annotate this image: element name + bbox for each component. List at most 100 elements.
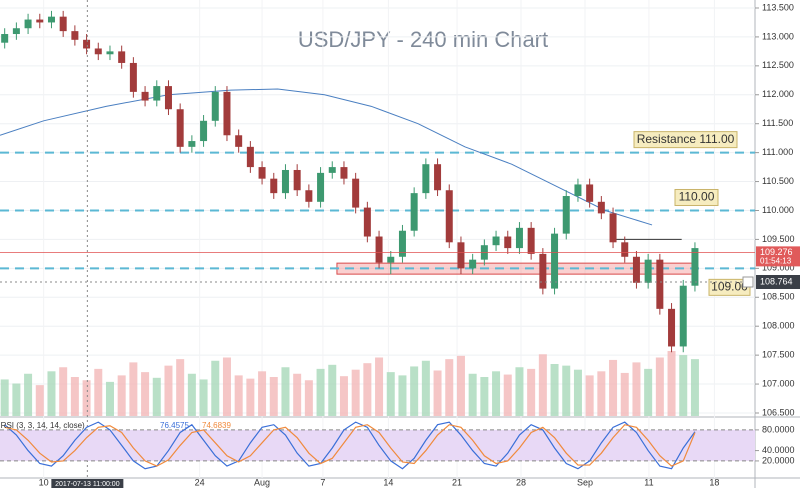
y-tick-label: 112.500 (762, 60, 794, 70)
candle-body (258, 167, 266, 179)
volume-bar (632, 362, 641, 416)
candle-body (200, 120, 208, 142)
x-tick-label: 28 (516, 477, 526, 487)
volume-bar (550, 364, 559, 416)
volume-bar (363, 363, 372, 416)
volume-bar (35, 385, 44, 416)
y-tick-label: 107.500 (762, 350, 795, 360)
x-tick-label: 7 (320, 477, 325, 487)
x-tick-label: Aug (254, 477, 270, 487)
y-tick-label: 106.500 (762, 407, 795, 417)
volume-bar (59, 367, 68, 416)
candle-body (363, 207, 371, 237)
y-tick-label: 109.500 (762, 234, 795, 244)
candle-body (129, 62, 137, 92)
x-tick-label: 14 (383, 477, 393, 487)
volume-bar (456, 355, 465, 416)
candle-body (317, 172, 325, 202)
level-label-box (674, 188, 719, 206)
y-tick-label: 109.000 (762, 263, 795, 273)
volume-bar (141, 372, 150, 416)
volume-bar (597, 371, 606, 416)
y-tick-label: 111.500 (762, 118, 793, 128)
volume-bar (316, 368, 325, 416)
candle-body (328, 167, 336, 173)
candle-body (597, 201, 605, 214)
candle-body (12, 28, 20, 35)
volume-bar (0, 379, 9, 416)
volume-bar (667, 351, 676, 416)
candle-body (632, 256, 640, 283)
y-tick-label: 110.000 (762, 205, 794, 215)
y-tick-label: 113.000 (762, 31, 794, 41)
volume-bar (199, 379, 208, 416)
level-label-box (633, 131, 738, 149)
volume-bar (129, 362, 138, 416)
candle-body (387, 256, 395, 263)
crosshair-x-label: 2017-07-13 11:00:00 (55, 481, 120, 488)
volume-bar (527, 368, 536, 416)
candle-body (270, 178, 278, 194)
candle-body (352, 178, 360, 208)
candle-body (574, 184, 582, 197)
volume-bar (12, 383, 21, 416)
candle-body (176, 109, 184, 147)
candle-body (1, 34, 9, 43)
crosshair-plus (742, 276, 754, 288)
y-tick-label: 40.0000 (762, 445, 795, 455)
volume-bar (152, 377, 161, 416)
y-tick-label: 107.000 (762, 378, 795, 388)
candle-body (83, 39, 91, 49)
volume-bar (70, 377, 79, 416)
candle-body (504, 236, 512, 249)
stoch-title: Stoch RSI (3, 3, 14, 14, close) (0, 421, 85, 430)
volume-bar (410, 366, 419, 416)
volume-bar (690, 359, 699, 416)
volume-bar (421, 360, 430, 416)
candle-body (656, 259, 664, 309)
candle-body (668, 308, 676, 347)
volume-bar (246, 378, 255, 416)
volume-bar (351, 369, 360, 416)
x-tick-label: 21 (452, 477, 462, 487)
y-tick-label: 80.0000 (762, 424, 795, 434)
y-tick-label: 110.500 (762, 176, 794, 186)
countdown: 01:54:13 (760, 256, 792, 265)
volume-bar (176, 359, 185, 416)
candle-body (410, 193, 418, 231)
candle-body (422, 164, 430, 194)
stoch-line (4, 424, 696, 467)
volume-bar (433, 370, 442, 416)
volume-bar (644, 368, 653, 416)
candle-body (59, 16, 67, 32)
y-tick-label: 20.0000 (762, 455, 795, 465)
stoch-value: 74.6839 (202, 421, 231, 430)
candle-body (141, 91, 149, 101)
volume-bar (492, 371, 501, 416)
candle-body (691, 248, 699, 286)
candle-body (293, 169, 301, 191)
volume-bar (269, 377, 278, 416)
volume-bar (620, 372, 629, 416)
volume-bar (585, 375, 594, 416)
volume-bar (258, 371, 267, 416)
candle-body (469, 259, 477, 269)
volume-bar (234, 375, 243, 416)
y-tick-label: 113.500 (762, 2, 794, 12)
candle-body (47, 16, 55, 23)
volume-bar (562, 365, 571, 416)
crosshair-x-tag (51, 479, 124, 488)
x-tick-label: 18 (709, 477, 719, 487)
candle-body (36, 19, 44, 23)
volume-bar (164, 365, 173, 416)
x-tick-label: 24 (195, 477, 205, 487)
volume-bar (47, 371, 56, 416)
candle-body (445, 190, 453, 243)
candle-body (679, 285, 687, 347)
candle-body (153, 86, 161, 101)
chart-title: USD/JPY - 240 min Chart (298, 27, 548, 52)
x-tick-label: 11 (644, 477, 653, 487)
volume-bar (445, 359, 454, 416)
volume-bar (573, 369, 582, 416)
